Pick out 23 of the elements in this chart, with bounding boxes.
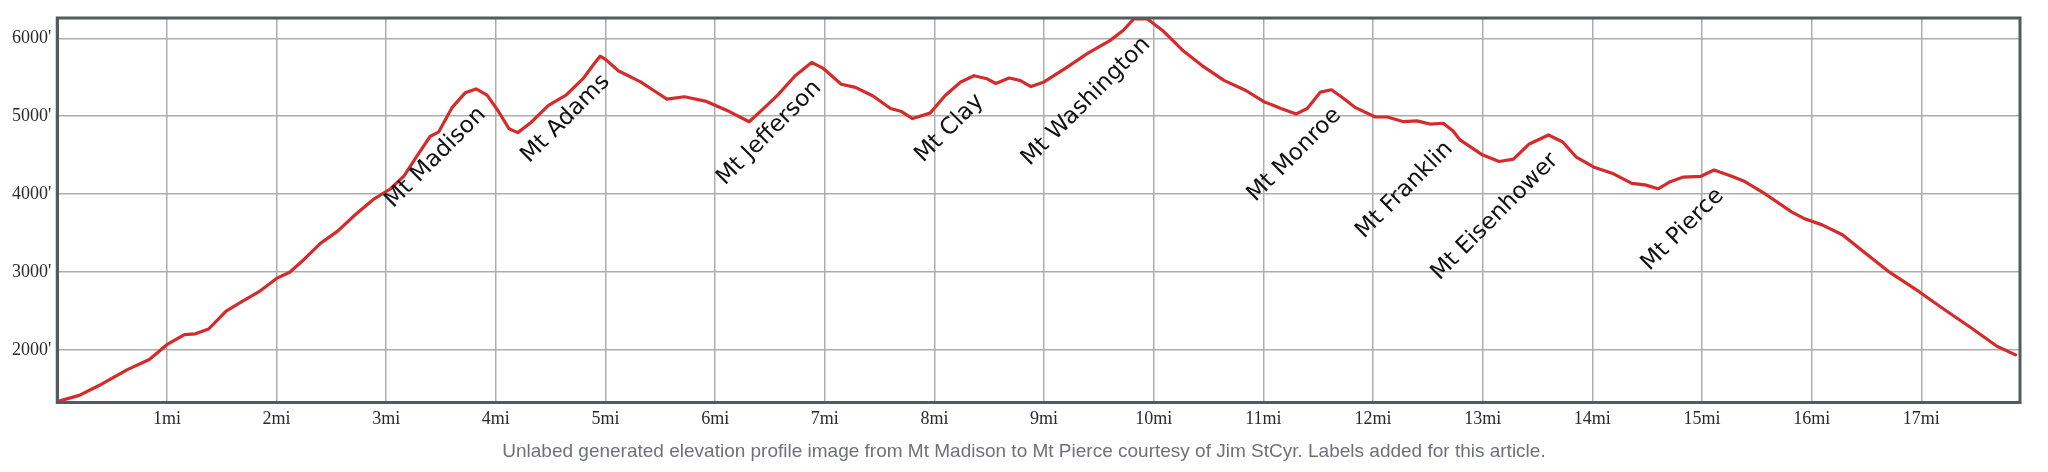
y-tick-label: 6000'	[11, 27, 52, 48]
x-tick-label: 9mi	[1030, 407, 1059, 428]
y-tick-label: 2000'	[11, 338, 52, 359]
x-tick-label: 6mi	[701, 407, 730, 428]
x-tick-label: 8mi	[920, 407, 949, 428]
x-tick-label: 14mi	[1573, 407, 1611, 428]
x-tick-label: 15mi	[1683, 407, 1721, 428]
x-tick-label: 16mi	[1793, 407, 1831, 428]
x-tick-label: 12mi	[1354, 407, 1392, 428]
x-tick-label: 1mi	[152, 407, 181, 428]
x-tick-label: 13mi	[1464, 407, 1502, 428]
y-tick-label: 3000'	[11, 260, 52, 281]
x-tick-label: 11mi	[1245, 407, 1282, 428]
x-tick-label: 7mi	[810, 407, 839, 428]
x-tick-label: 10mi	[1135, 407, 1173, 428]
x-tick-label: 3mi	[372, 407, 401, 428]
y-tick-label: 4000'	[11, 182, 52, 203]
text: Unlabed generated elevation profile image from Mt Madison to Mt Pierce courtesy of Jim StCyr. Labels added for this article.	[501, 440, 1547, 462]
x-tick-label: 17mi	[1902, 407, 1940, 428]
y-tick-label: 5000'	[11, 104, 52, 125]
x-tick-label: 4mi	[481, 407, 510, 428]
x-tick-label: 2mi	[262, 407, 291, 428]
x-tick-label: 5mi	[591, 407, 620, 428]
